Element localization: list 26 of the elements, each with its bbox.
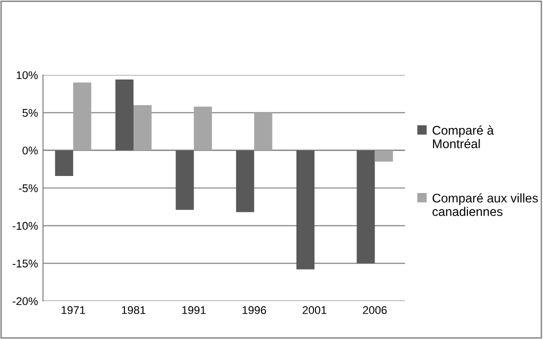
bar <box>254 112 272 150</box>
bar <box>194 106 212 150</box>
legend-label: Comparé à Montréal <box>432 125 494 148</box>
legend-label: Comparé aux villes canadiennes <box>432 193 538 216</box>
bar <box>134 105 152 150</box>
x-tick-label: 2006 <box>363 306 387 314</box>
bar <box>236 150 254 212</box>
y-tick-label: -5% <box>18 184 38 192</box>
bar <box>176 150 194 210</box>
y-tick-label: 10% <box>16 71 38 80</box>
bar <box>115 80 134 150</box>
bar <box>356 150 375 264</box>
bar <box>55 150 74 176</box>
bar <box>374 150 393 162</box>
bar <box>296 150 314 270</box>
y-tick-label: -15% <box>12 260 38 268</box>
y-tick-label: 5% <box>22 108 38 117</box>
y-tick-label: -20% <box>12 297 38 306</box>
y-tick-label: 0% <box>22 146 38 154</box>
x-tick-label: 2001 <box>302 306 326 314</box>
x-tick-label: 1971 <box>62 306 85 314</box>
bar <box>73 82 92 150</box>
x-tick-label: 1996 <box>242 306 266 314</box>
x-tick-label: 1981 <box>122 306 146 314</box>
y-tick-label: -10% <box>12 222 38 230</box>
x-tick-label: 1991 <box>182 306 206 314</box>
